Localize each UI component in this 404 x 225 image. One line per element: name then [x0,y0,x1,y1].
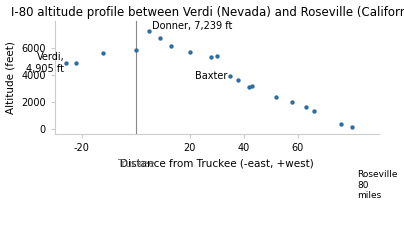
X-axis label: Distance from Truckee (-east, +west): Distance from Truckee (-east, +west) [120,159,314,169]
Point [303,106,309,109]
Point [273,95,280,98]
Point [227,74,234,77]
Y-axis label: Altitude (feet): Altitude (feet) [6,41,16,114]
Point [349,125,355,129]
Point [133,48,139,52]
Point [235,79,242,82]
Point [157,36,163,40]
Point [311,109,317,112]
Point [62,61,69,65]
Point [208,56,215,59]
Point [187,50,193,54]
Text: Baxter: Baxter [195,71,227,81]
Text: Donner, 7,239 ft: Donner, 7,239 ft [152,21,232,31]
Point [146,29,153,33]
Point [168,44,174,48]
Text: Roseville
80
miles: Roseville 80 miles [357,170,398,200]
Point [73,61,80,64]
Title: I-80 altitude profile between Verdi (Nevada) and Roseville (California): I-80 altitude profile between Verdi (Nev… [11,6,404,18]
Point [246,85,252,89]
Text: Verdi,
4,905 ft: Verdi, 4,905 ft [26,52,64,74]
Point [338,122,344,126]
Point [214,55,220,58]
Point [100,52,107,55]
Point [289,100,296,104]
Text: Truckee: Truckee [117,159,154,169]
Point [249,84,255,88]
